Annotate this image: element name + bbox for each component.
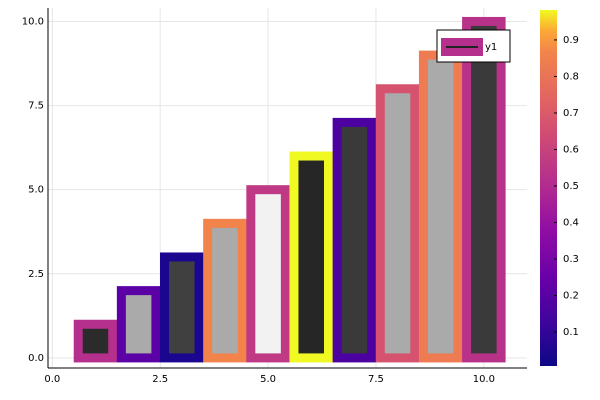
bar	[116, 286, 161, 363]
colorbar-tick-label: 0.4	[563, 218, 579, 229]
bar	[203, 218, 247, 363]
legend-label: y1	[485, 42, 497, 53]
x-tick-label: 5.0	[260, 374, 276, 385]
bar	[289, 151, 333, 363]
colorbar-tick-label: 0.5	[563, 181, 579, 192]
legend: y1	[436, 29, 511, 63]
y-tick-label: 5.0	[28, 185, 44, 196]
bar	[418, 50, 463, 363]
bar	[462, 16, 506, 363]
x-tick-label: 0.0	[44, 374, 60, 385]
colorbar-tick-label: 0.8	[563, 71, 579, 82]
bar	[160, 252, 204, 363]
bar	[73, 319, 118, 363]
colorbar-tick-label: 0.1	[563, 327, 579, 338]
colorbar-tick-label: 0.6	[563, 144, 579, 155]
y-tick-label: 7.5	[28, 101, 44, 112]
colorbar	[540, 10, 557, 366]
y-tick-label: 0.0	[28, 353, 44, 364]
x-tick-label: 10.0	[473, 374, 495, 385]
x-tick-label: 2.5	[152, 374, 168, 385]
y-tick-label: 10.0	[22, 16, 44, 27]
x-tick-label: 7.5	[368, 374, 384, 385]
colorbar-tick-label: 0.2	[563, 291, 579, 302]
bar	[246, 185, 290, 363]
bar	[332, 117, 377, 363]
colorbar-tick-label: 0.7	[563, 108, 579, 119]
colorbar-tick-label: 0.3	[563, 254, 579, 265]
bar	[375, 84, 420, 363]
colorbar-tick-label: 0.9	[563, 35, 579, 46]
y-tick-label: 2.5	[28, 269, 44, 280]
